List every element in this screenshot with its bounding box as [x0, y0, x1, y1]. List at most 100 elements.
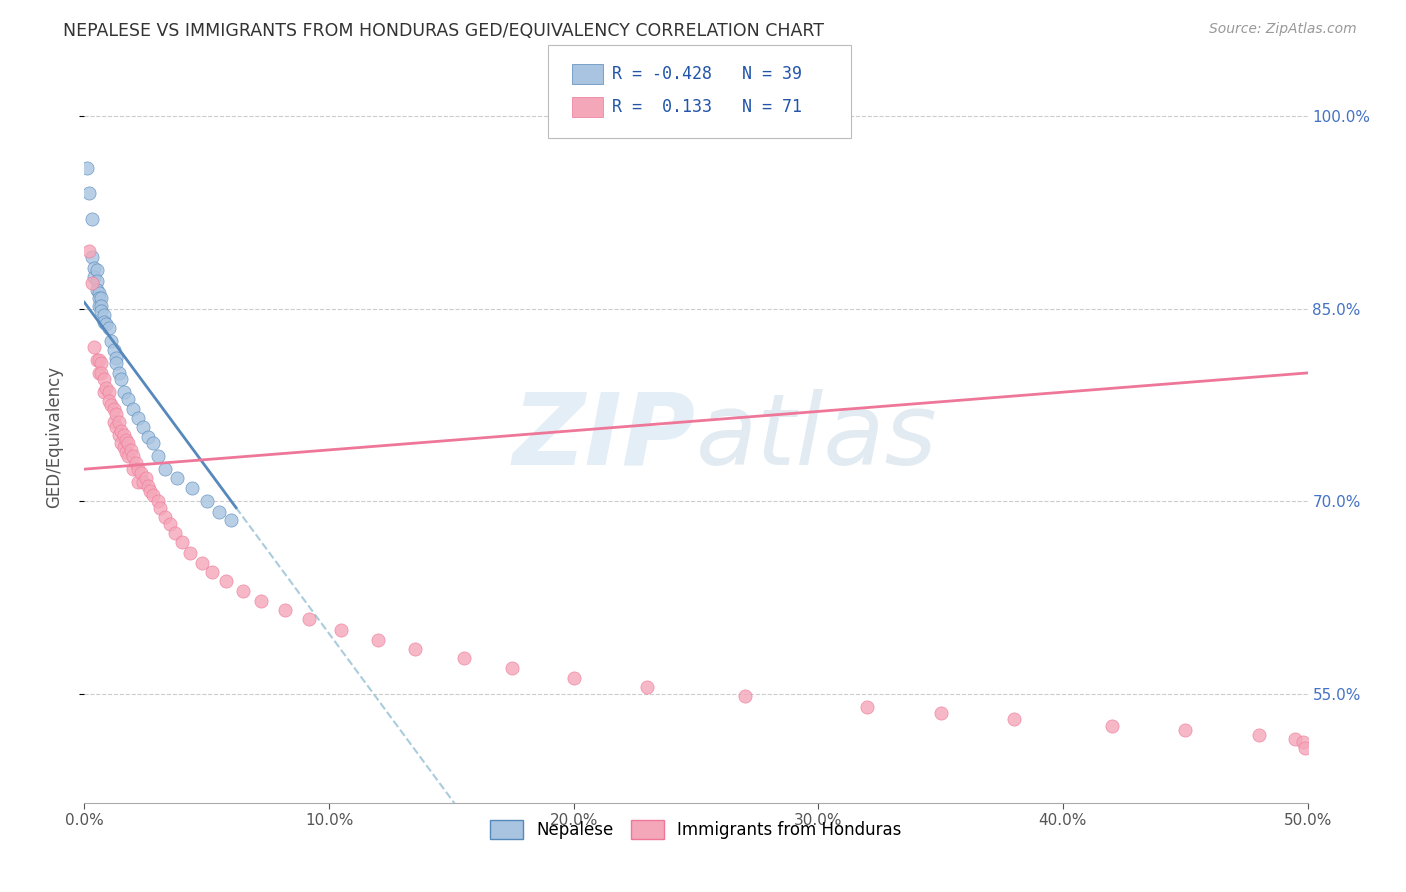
- Point: [274, 603, 297, 617]
- Point: [132, 419, 155, 434]
- Point: [453, 650, 475, 665]
- Point: [122, 401, 145, 416]
- Point: [120, 442, 142, 457]
- Point: [166, 471, 188, 485]
- Point: [142, 436, 165, 450]
- Point: [929, 706, 952, 720]
- Point: [80, 251, 103, 265]
- Point: [100, 398, 122, 412]
- Point: [97, 385, 120, 400]
- Point: [93, 315, 115, 329]
- Point: [97, 394, 120, 409]
- Point: [142, 488, 165, 502]
- Text: Source: ZipAtlas.com: Source: ZipAtlas.com: [1209, 22, 1357, 37]
- Point: [136, 430, 159, 444]
- Point: [87, 286, 110, 301]
- Point: [93, 385, 115, 400]
- Point: [153, 509, 176, 524]
- Text: R =  0.133   N = 71: R = 0.133 N = 71: [612, 98, 801, 116]
- Point: [232, 584, 254, 599]
- Point: [115, 445, 138, 459]
- Point: [132, 475, 155, 489]
- Point: [127, 475, 149, 489]
- Point: [110, 424, 132, 438]
- Point: [136, 479, 159, 493]
- Point: [1174, 723, 1197, 737]
- Point: [86, 353, 108, 368]
- Point: [179, 545, 201, 559]
- Point: [90, 356, 112, 370]
- Point: [105, 407, 128, 421]
- Point: [562, 671, 585, 685]
- Point: [298, 612, 321, 626]
- Point: [80, 276, 103, 290]
- Point: [856, 699, 879, 714]
- Point: [135, 471, 157, 485]
- Point: [87, 366, 110, 380]
- Point: [1284, 731, 1306, 746]
- Point: [86, 283, 108, 297]
- Point: [96, 317, 118, 331]
- Point: [86, 273, 108, 287]
- Text: NEPALESE VS IMMIGRANTS FROM HONDURAS GED/EQUIVALENCY CORRELATION CHART: NEPALESE VS IMMIGRANTS FROM HONDURAS GED…: [63, 22, 824, 40]
- Point: [112, 385, 135, 400]
- Point: [112, 427, 135, 442]
- Point: [117, 436, 139, 450]
- Point: [87, 299, 110, 313]
- Text: atlas: atlas: [696, 389, 938, 485]
- Point: [77, 186, 100, 201]
- Point: [1292, 735, 1315, 749]
- Point: [90, 304, 112, 318]
- Point: [163, 526, 186, 541]
- Point: [105, 351, 128, 365]
- Point: [153, 462, 176, 476]
- Point: [219, 514, 242, 528]
- Text: ZIP: ZIP: [513, 389, 696, 485]
- Point: [77, 244, 100, 258]
- Point: [90, 299, 112, 313]
- Point: [93, 372, 115, 386]
- Point: [125, 456, 148, 470]
- Point: [636, 681, 658, 695]
- Point: [1101, 719, 1123, 733]
- Point: [112, 441, 135, 455]
- Point: [117, 450, 139, 464]
- Point: [200, 565, 222, 579]
- Point: [105, 356, 128, 370]
- Point: [129, 466, 152, 480]
- Point: [181, 482, 204, 496]
- Point: [107, 415, 129, 429]
- Point: [195, 494, 218, 508]
- Point: [127, 462, 149, 476]
- Point: [208, 504, 231, 518]
- Point: [83, 340, 105, 354]
- Point: [83, 269, 105, 284]
- Point: [105, 419, 128, 434]
- Point: [139, 483, 162, 498]
- Point: [83, 260, 105, 275]
- Point: [100, 334, 122, 348]
- Point: [117, 392, 139, 406]
- Point: [103, 343, 125, 357]
- Point: [159, 517, 181, 532]
- Point: [86, 263, 108, 277]
- Point: [103, 401, 125, 416]
- Text: R = -0.428   N = 39: R = -0.428 N = 39: [612, 65, 801, 83]
- Point: [127, 410, 149, 425]
- Point: [107, 366, 129, 380]
- Point: [110, 372, 132, 386]
- Point: [1294, 740, 1316, 755]
- Point: [80, 211, 103, 226]
- Point: [502, 661, 524, 675]
- Point: [146, 494, 169, 508]
- Point: [96, 381, 118, 395]
- Point: [90, 292, 112, 306]
- Point: [404, 641, 426, 656]
- Point: [76, 161, 98, 175]
- Point: [115, 433, 138, 447]
- Point: [87, 353, 110, 368]
- Point: [149, 500, 172, 515]
- Point: [330, 623, 353, 637]
- Point: [172, 535, 194, 549]
- Point: [90, 366, 112, 380]
